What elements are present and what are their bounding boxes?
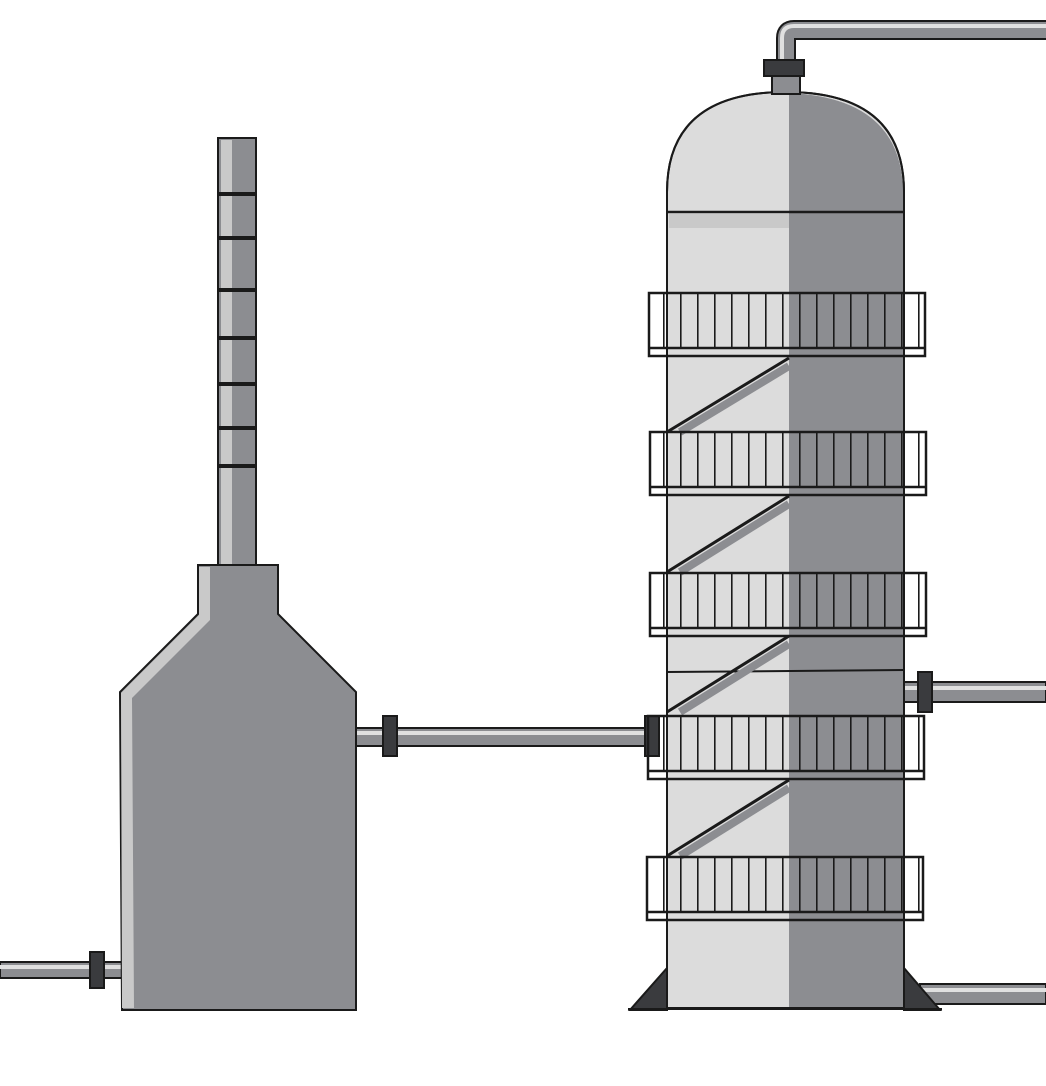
tower-base-left bbox=[627, 965, 668, 1011]
platform-2 bbox=[648, 430, 928, 497]
middle-outlet-flange bbox=[917, 671, 933, 713]
vent-stack bbox=[217, 137, 257, 569]
ladder-stair-shadows bbox=[677, 362, 792, 860]
platform-5 bbox=[645, 855, 925, 922]
dome-flange bbox=[763, 59, 805, 77]
platform-4 bbox=[646, 714, 926, 781]
platform-3 bbox=[648, 571, 928, 638]
scrubber-tower bbox=[627, 59, 943, 1011]
right-outlet-pipe-bottom bbox=[919, 983, 1046, 1005]
pipe-flange-left bbox=[382, 715, 398, 757]
right-outlet-pipe-middle bbox=[899, 671, 1046, 713]
platform-1 bbox=[647, 291, 927, 358]
connecting-pipe bbox=[355, 715, 660, 757]
tank-with-vent-stack bbox=[118, 137, 357, 1011]
vent-stack-bands bbox=[218, 192, 256, 468]
ladder-stairs bbox=[666, 356, 790, 858]
top-outlet-pipe bbox=[776, 20, 1046, 70]
tank-body bbox=[118, 564, 357, 1011]
inlet-flange bbox=[89, 951, 105, 989]
inlet-pipe bbox=[0, 951, 125, 989]
